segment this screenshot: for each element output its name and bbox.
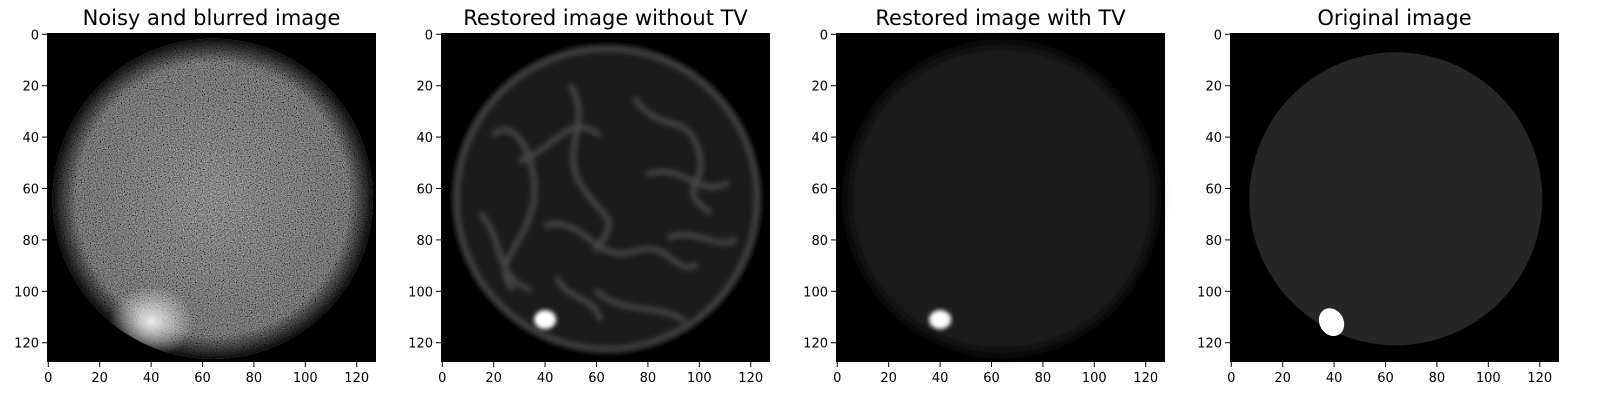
axes-frame bbox=[1230, 33, 1559, 362]
y-tick-label: 60 bbox=[22, 183, 39, 198]
x-tick-label: 40 bbox=[932, 371, 949, 386]
y-tick-label: 40 bbox=[811, 131, 828, 146]
x-tick-label: 40 bbox=[1326, 371, 1343, 386]
y-tick-label: 0 bbox=[31, 28, 39, 43]
x-tick-label: 80 bbox=[246, 371, 263, 386]
panel-title: Original image bbox=[1317, 6, 1471, 30]
disk bbox=[1249, 52, 1543, 346]
y-tick-label: 60 bbox=[416, 183, 433, 198]
x-tick-label: 100 bbox=[293, 371, 318, 386]
x-tick-label: 60 bbox=[983, 371, 1000, 386]
panel-title: Restored image with TV bbox=[875, 6, 1126, 30]
y-tick-label: 80 bbox=[416, 234, 433, 249]
x-tick-label: 0 bbox=[1227, 371, 1235, 386]
bright-blob bbox=[929, 310, 952, 330]
y-tick-label: 60 bbox=[1205, 183, 1222, 198]
panel-title: Noisy and blurred image bbox=[83, 6, 341, 30]
x-tick-label: 40 bbox=[537, 371, 554, 386]
y-tick-label: 20 bbox=[811, 80, 828, 95]
y-tick-label: 40 bbox=[1205, 131, 1222, 146]
y-tick-label: 80 bbox=[811, 234, 828, 249]
y-tick-label: 20 bbox=[22, 80, 39, 95]
axes-frame bbox=[47, 33, 376, 362]
bright-blob bbox=[1318, 308, 1345, 337]
panel-2: Restored image with TV 0 20 40 60 80 100 120 0 20… bbox=[803, 6, 1165, 386]
x-tick-label: 20 bbox=[91, 371, 108, 386]
bright-blob bbox=[534, 310, 557, 330]
image-area bbox=[836, 33, 1165, 362]
y-tick-label: 120 bbox=[1197, 337, 1222, 352]
y-tick-label: 20 bbox=[1205, 80, 1222, 95]
y-tick-label: 20 bbox=[416, 80, 433, 95]
x-tick-label: 60 bbox=[588, 371, 605, 386]
disk bbox=[847, 44, 1157, 354]
x-tick-label: 80 bbox=[640, 371, 657, 386]
x-tick-label: 20 bbox=[485, 371, 502, 386]
x-tick-label: 120 bbox=[1133, 371, 1158, 386]
x-tick-label: 100 bbox=[1082, 371, 1107, 386]
x-tick-label: 20 bbox=[880, 371, 897, 386]
axes-frame bbox=[441, 33, 770, 362]
image-area bbox=[1230, 33, 1559, 362]
y-tick-label: 120 bbox=[408, 337, 433, 352]
disk bbox=[452, 44, 762, 354]
y-tick-label: 60 bbox=[811, 183, 828, 198]
y-tick-label: 40 bbox=[22, 131, 39, 146]
x-tick-label: 0 bbox=[438, 371, 446, 386]
x-tick-label: 20 bbox=[1274, 371, 1291, 386]
y-tick-label: 100 bbox=[1197, 285, 1222, 300]
x-tick-label: 60 bbox=[1377, 371, 1394, 386]
x-tick-label: 120 bbox=[344, 371, 369, 386]
y-tick-label: 120 bbox=[14, 337, 39, 352]
x-tick-label: 60 bbox=[194, 371, 211, 386]
x-tick-label: 0 bbox=[833, 371, 841, 386]
y-tick-label: 0 bbox=[820, 28, 828, 43]
y-tick-label: 0 bbox=[1214, 28, 1222, 43]
y-tick-label: 80 bbox=[22, 234, 39, 249]
x-tick-label: 0 bbox=[44, 371, 52, 386]
y-tick-label: 120 bbox=[803, 337, 828, 352]
image-area bbox=[47, 33, 376, 362]
ring-artifacts bbox=[454, 46, 760, 352]
y-tick-label: 80 bbox=[1205, 234, 1222, 249]
panel-3: Original image 0 20 40 60 80 100 120 0 20 40 60 80 10… bbox=[1197, 6, 1559, 386]
panel-1: Restored image without TV 0 20 40 60 80 100 120… bbox=[408, 6, 770, 386]
y-tick-label: 100 bbox=[803, 285, 828, 300]
x-tick-label: 80 bbox=[1429, 371, 1446, 386]
y-tick-label: 40 bbox=[416, 131, 433, 146]
x-tick-label: 40 bbox=[143, 371, 160, 386]
x-tick-label: 120 bbox=[738, 371, 763, 386]
y-tick-label: 100 bbox=[14, 285, 39, 300]
axes-frame bbox=[836, 33, 1165, 362]
x-tick-label: 80 bbox=[1035, 371, 1052, 386]
image-area bbox=[441, 33, 770, 362]
y-tick-label: 100 bbox=[408, 285, 433, 300]
panel-0: Noisy and blurred image 0 20 40 60 80 100 120 0 2… bbox=[14, 6, 376, 386]
x-tick-label: 100 bbox=[1476, 371, 1501, 386]
x-tick-label: 120 bbox=[1527, 371, 1552, 386]
x-tick-label: 100 bbox=[687, 371, 712, 386]
panel-title: Restored image without TV bbox=[463, 6, 748, 30]
y-tick-label: 0 bbox=[425, 28, 433, 43]
